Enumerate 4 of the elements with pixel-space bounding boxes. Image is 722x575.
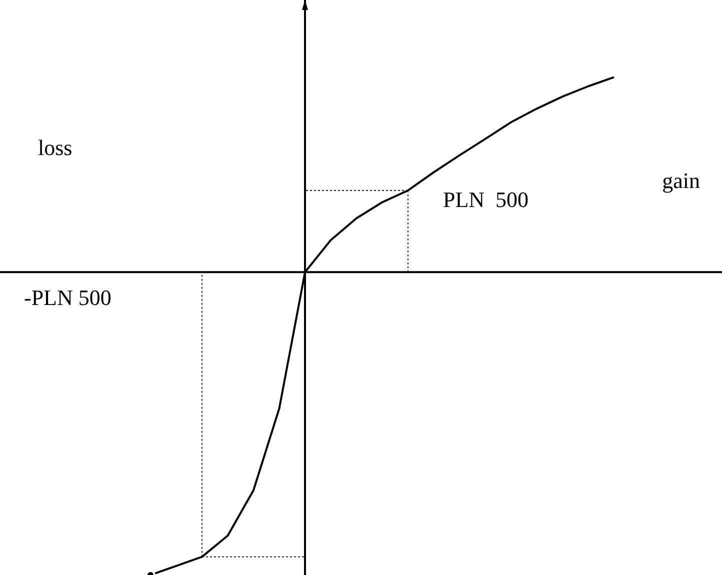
text: gain (662, 168, 700, 194)
text: -PLN 500 (24, 285, 112, 311)
annotation: PLN 500 (443, 187, 529, 213)
text: loss (38, 135, 72, 161)
